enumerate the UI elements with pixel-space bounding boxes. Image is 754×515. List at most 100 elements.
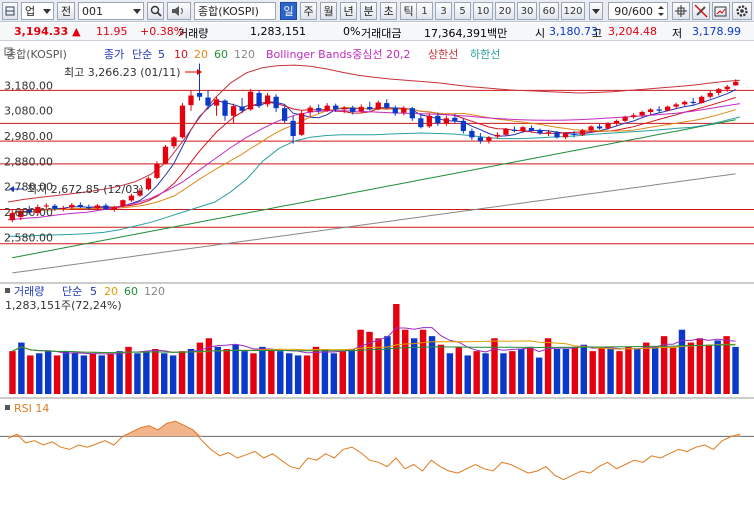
period-tab-2[interactable]: 월 xyxy=(320,2,337,20)
candle xyxy=(452,113,458,123)
candle-body xyxy=(443,118,449,124)
candle xyxy=(401,106,407,116)
price-legend: 종합(KOSPI) 종가 단순 5 10 20 60 120 Bollinger… xyxy=(4,47,500,61)
vol-legend-120: 120 xyxy=(144,285,165,298)
volume-bar xyxy=(285,353,293,394)
minute-step-5[interactable]: 5 xyxy=(454,2,471,20)
volume-bar xyxy=(107,353,114,394)
candle-body xyxy=(171,137,177,147)
candle xyxy=(94,203,101,210)
code-input[interactable]: 001 xyxy=(78,2,144,20)
candle-body xyxy=(384,103,390,108)
volume-bar xyxy=(562,349,570,394)
open-value: 3,180.73 xyxy=(549,25,598,38)
minute-step-3[interactable]: 3 xyxy=(435,2,452,20)
candle xyxy=(571,130,577,138)
volume-bar xyxy=(625,346,632,394)
period-tab-3[interactable]: 년 xyxy=(340,2,357,20)
minute-step-120[interactable]: 120 xyxy=(561,2,585,20)
search-button[interactable] xyxy=(147,2,164,20)
ma10-line xyxy=(12,96,736,214)
volume-bar xyxy=(357,329,364,394)
low-arrow-head xyxy=(9,186,14,192)
candle xyxy=(486,136,492,144)
volume-bar xyxy=(428,336,436,394)
minute-step-10[interactable]: 10 xyxy=(473,2,493,20)
minute-step-60[interactable]: 60 xyxy=(539,2,559,20)
legend-ma20: 20 xyxy=(194,48,208,61)
candle xyxy=(460,118,467,134)
candle xyxy=(307,105,313,118)
high-label: 고 xyxy=(592,27,603,40)
vol-legend-5: 5 xyxy=(90,285,97,298)
period-tab-6[interactable]: 틱 xyxy=(400,2,417,20)
candle-body xyxy=(630,115,637,118)
vol-legend-60: 60 xyxy=(124,285,138,298)
candle-body xyxy=(77,204,83,207)
volume-value: 1,283,151 xyxy=(250,25,306,38)
period-tab-0[interactable]: 일 xyxy=(280,2,297,20)
candle-body xyxy=(571,133,577,135)
range-input[interactable]: 90/600 xyxy=(608,2,668,20)
candle-body xyxy=(682,101,688,105)
candle-body xyxy=(562,133,569,138)
candle-body xyxy=(52,205,58,209)
volume-bar xyxy=(232,344,239,394)
amount-label: 거래대금 xyxy=(361,27,402,40)
high-arrow-head xyxy=(197,69,202,75)
sound-button[interactable] xyxy=(167,2,191,20)
period-tab-5[interactable]: 초 xyxy=(380,2,397,20)
period-dropdown-button[interactable] xyxy=(589,2,603,20)
candle xyxy=(511,126,518,133)
volume-bar xyxy=(80,355,88,394)
crosshair-button[interactable] xyxy=(672,2,690,20)
candle-body xyxy=(605,123,611,129)
volume-bar xyxy=(169,355,177,394)
draw-toggle-button[interactable] xyxy=(692,2,710,20)
volume-bar xyxy=(116,351,123,394)
candle-body xyxy=(673,104,679,107)
volume-bar xyxy=(473,351,480,394)
period-tab-4[interactable]: 분 xyxy=(360,2,377,20)
candle-body xyxy=(520,127,526,131)
quote-bar: 3,194.33 ▲ 11.95 +0.38% 거래량 1,283,151 0%… xyxy=(0,23,754,41)
candle-body xyxy=(26,209,32,213)
volume-bar xyxy=(651,346,659,394)
volume-bar xyxy=(419,329,427,394)
candle-body xyxy=(665,106,671,111)
chart-export-icon xyxy=(714,6,727,17)
candle xyxy=(230,103,237,124)
candle-body xyxy=(545,132,552,134)
volume-bar xyxy=(527,346,534,394)
volume-bar xyxy=(402,329,409,394)
volume-bar xyxy=(268,349,275,394)
volume-bar xyxy=(723,336,730,394)
volume-bar xyxy=(339,351,346,394)
candle xyxy=(630,113,637,119)
menu-icon[interactable] xyxy=(2,2,18,20)
candle xyxy=(384,99,390,110)
candle xyxy=(290,115,296,144)
market-type-select[interactable]: 업 xyxy=(21,2,54,20)
price-panel-title: 종합(KOSPI) xyxy=(6,48,67,61)
period-tab-1[interactable]: 주 xyxy=(300,2,317,20)
volume-legend: 거래량 단순 5 20 60 120 1,283,151주(72,24%) xyxy=(5,285,165,312)
prev-button[interactable]: 전 xyxy=(57,2,75,20)
rsi-legend: RSI 14 xyxy=(5,402,49,415)
candle xyxy=(273,94,279,112)
export-button[interactable] xyxy=(712,2,730,20)
volume-bar xyxy=(446,353,454,394)
minute-step-30[interactable]: 30 xyxy=(517,2,537,20)
settings-icon xyxy=(736,5,748,17)
candle xyxy=(179,103,186,139)
candle-body xyxy=(503,128,509,135)
minute-step-20[interactable]: 20 xyxy=(495,2,515,20)
minute-step-1[interactable]: 1 xyxy=(416,2,433,20)
volume-bar xyxy=(410,338,418,394)
candle-body xyxy=(426,115,432,127)
volume-bar xyxy=(143,351,150,394)
volume-bar xyxy=(437,344,445,394)
volume-bar xyxy=(277,351,284,394)
chart-area[interactable]: 3,180.00 3,080.00 2,980.00 2,880.00 2,780.00… xyxy=(0,42,754,515)
settings-button[interactable] xyxy=(732,2,752,20)
